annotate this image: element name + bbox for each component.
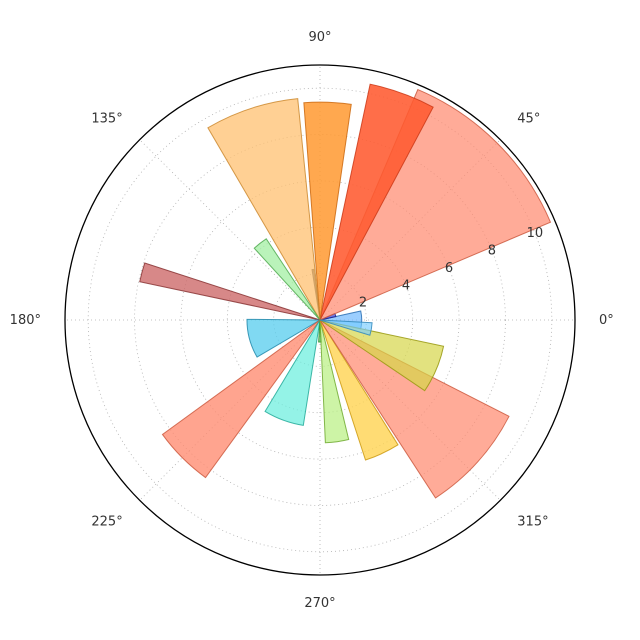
polar-bar-chart: 0° 45° 90° 135° 180° 225° 270° 315° 2 4 6 8 10 [0, 0, 640, 640]
angular-tick-label: 270° [304, 596, 335, 611]
radial-tick-label: 10 [527, 226, 544, 241]
angular-tick-label: 225° [91, 514, 122, 529]
angular-tick-label: 180° [10, 313, 41, 328]
radial-tick-label: 6 [445, 261, 453, 276]
radial-tick-label: 8 [488, 244, 496, 259]
angular-tick-label: 45° [517, 112, 540, 127]
radial-tick-label: 2 [359, 296, 367, 311]
angular-tick-label: 0° [599, 313, 614, 328]
angular-tick-label: 135° [91, 112, 122, 127]
angular-tick-label: 315° [517, 514, 548, 529]
angular-tick-label: 90° [308, 30, 331, 45]
radial-tick-label: 4 [402, 278, 410, 293]
